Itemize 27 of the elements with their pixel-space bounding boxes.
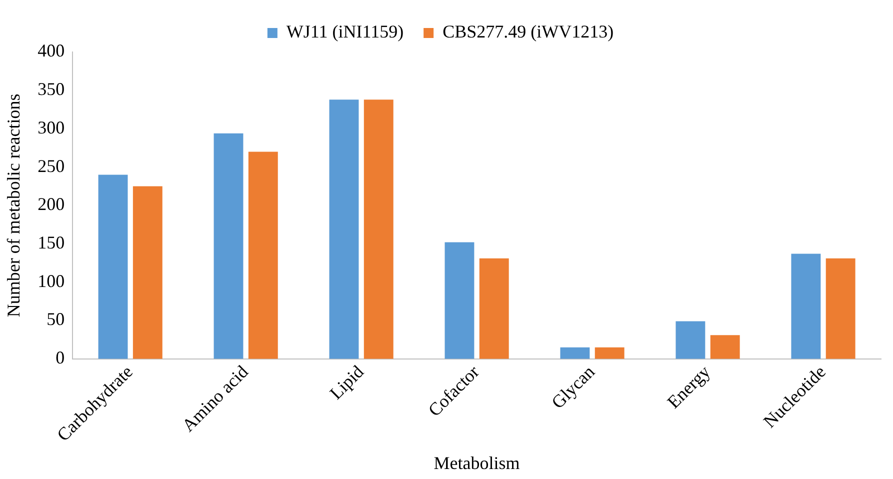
bar xyxy=(479,258,509,359)
bar xyxy=(329,100,359,359)
y-tick-label: 350 xyxy=(38,79,65,100)
bar xyxy=(248,152,278,359)
x-axis-title: Metabolism xyxy=(434,452,520,473)
bar xyxy=(791,254,821,359)
bar xyxy=(98,174,128,359)
bar xyxy=(364,100,394,359)
bar xyxy=(444,242,474,359)
bar xyxy=(826,258,856,359)
legend-label: CBS277.49 (iWV1213) xyxy=(442,22,614,42)
y-tick-label: 300 xyxy=(38,117,65,138)
y-tick-label: 0 xyxy=(56,348,65,368)
bar xyxy=(676,321,706,359)
bar xyxy=(560,347,590,359)
bar xyxy=(710,335,740,359)
bar xyxy=(132,186,162,359)
y-tick-label: 100 xyxy=(38,270,65,291)
y-tick-label: 400 xyxy=(38,40,65,61)
y-axis-title: Number of metabolic reactions xyxy=(4,94,24,318)
bar xyxy=(214,133,244,359)
y-tick-label: 150 xyxy=(38,232,65,253)
y-tick-label: 200 xyxy=(38,194,65,214)
y-tick-label: 250 xyxy=(38,156,65,176)
bar xyxy=(594,347,624,359)
y-tick-label: 50 xyxy=(46,309,65,330)
legend-label: WJ11 (iNI1159) xyxy=(286,22,404,42)
